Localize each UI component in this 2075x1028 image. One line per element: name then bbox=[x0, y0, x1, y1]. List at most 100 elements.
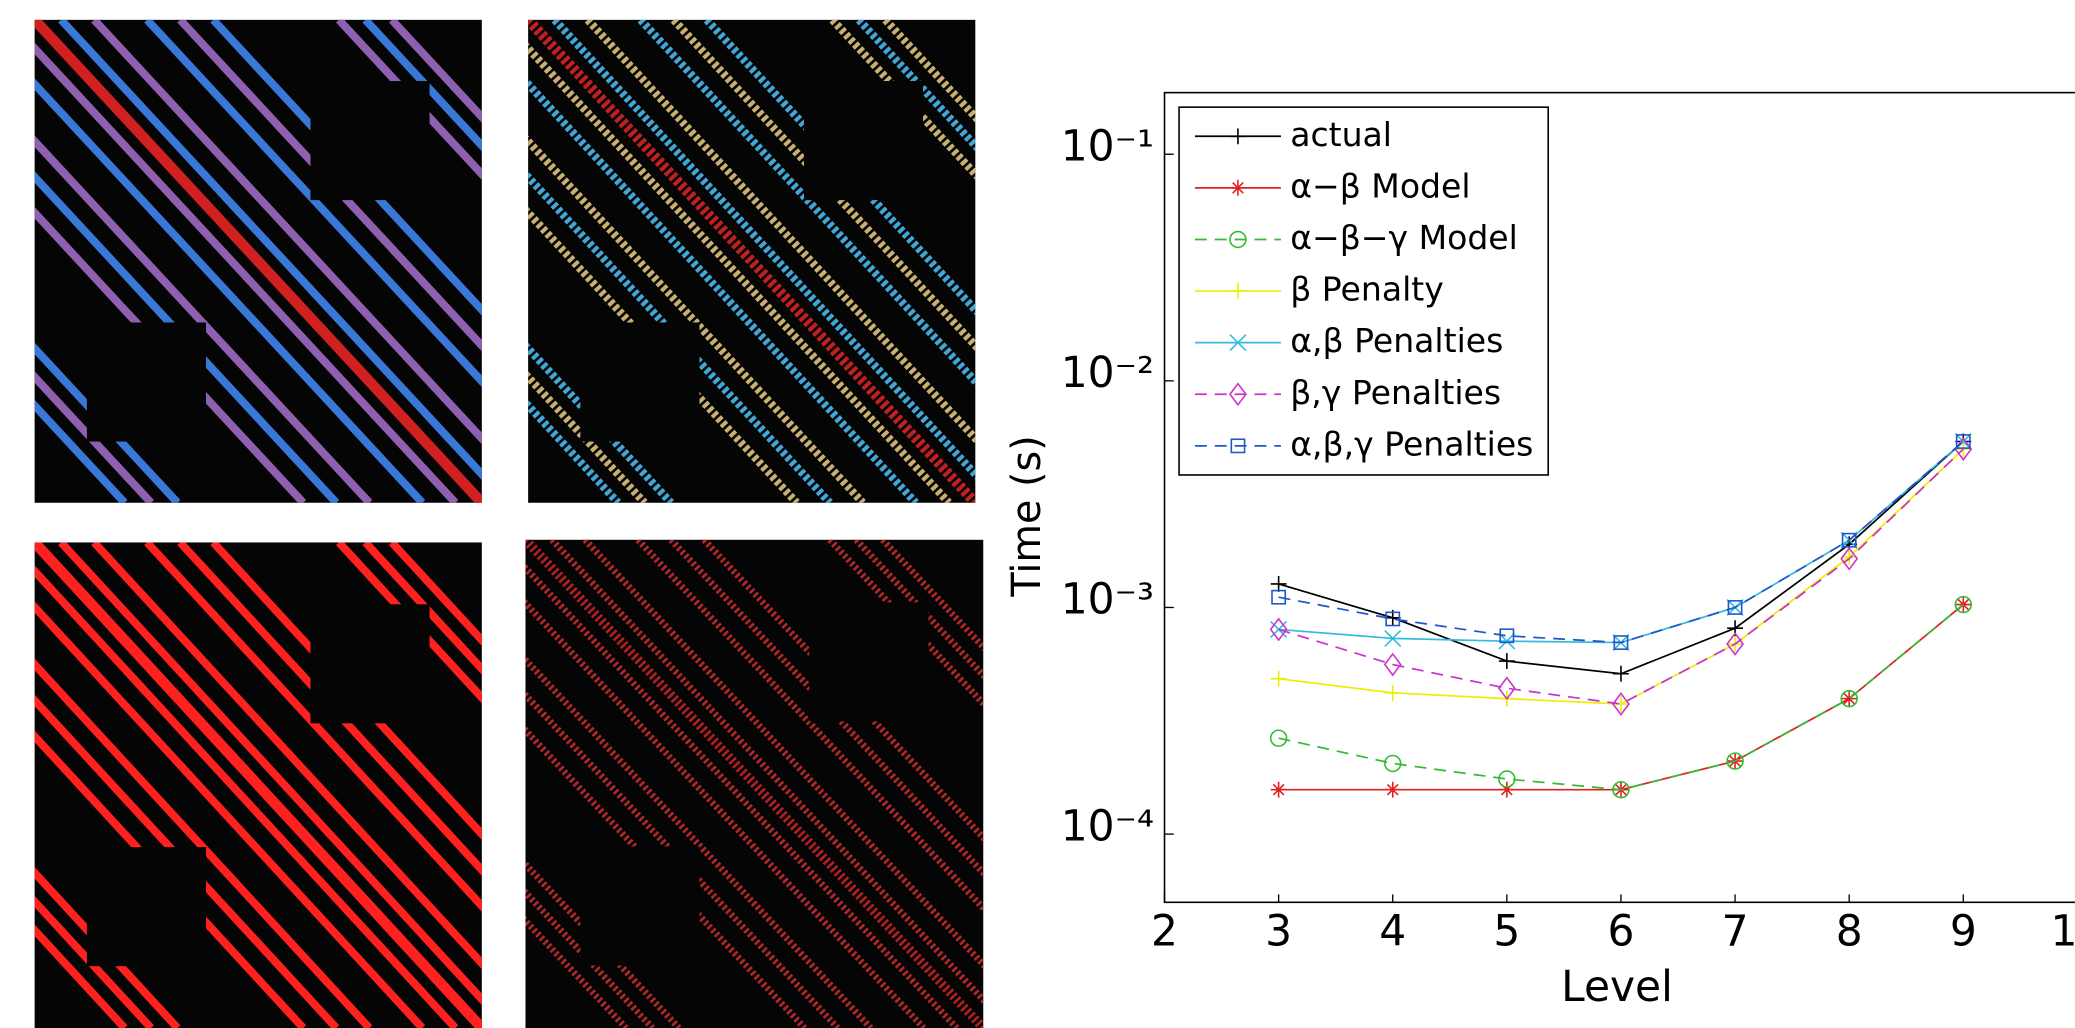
band bbox=[362, 542, 482, 675]
marker bbox=[1229, 382, 1247, 407]
marker bbox=[1726, 752, 1744, 770]
block bbox=[310, 604, 430, 724]
series-line bbox=[1278, 440, 1964, 675]
band bbox=[34, 135, 373, 503]
band bbox=[34, 658, 373, 1028]
marker bbox=[1955, 441, 1972, 458]
band bbox=[701, 539, 984, 843]
x-axis-label: Level bbox=[1561, 962, 1673, 1011]
band bbox=[525, 654, 874, 1028]
diagonal bbox=[34, 19, 482, 503]
y-tick-label: 10⁻¹ bbox=[1061, 121, 1154, 170]
marker bbox=[1384, 781, 1401, 798]
band bbox=[144, 542, 482, 912]
marker bbox=[1498, 653, 1515, 670]
series-line bbox=[1278, 440, 1964, 644]
band bbox=[668, 539, 984, 878]
band bbox=[551, 19, 976, 481]
marker bbox=[1230, 438, 1246, 454]
x-tick-label: 6 bbox=[1607, 907, 1634, 956]
legend-label: β,γ Penalties bbox=[1290, 373, 1501, 412]
band bbox=[34, 694, 340, 1028]
band bbox=[34, 42, 459, 503]
series-line bbox=[1278, 448, 1964, 705]
band bbox=[525, 915, 629, 1028]
marker bbox=[1270, 670, 1287, 687]
marker bbox=[1230, 128, 1246, 145]
marker bbox=[1726, 632, 1745, 656]
band bbox=[34, 924, 128, 1028]
block bbox=[809, 602, 929, 722]
band bbox=[177, 542, 482, 876]
marker bbox=[1498, 770, 1516, 788]
band bbox=[525, 690, 841, 1028]
block bbox=[86, 847, 206, 967]
y-tick-label: 10⁻³ bbox=[1061, 575, 1154, 624]
marker bbox=[1499, 628, 1515, 644]
matrix-pattern bbox=[34, 19, 482, 503]
diagonal bbox=[528, 19, 976, 503]
y-tick-label: 10⁻⁴ bbox=[1061, 801, 1154, 850]
marker bbox=[1498, 632, 1516, 650]
band bbox=[34, 730, 307, 1028]
marker bbox=[1270, 576, 1287, 592]
marker bbox=[1841, 549, 1858, 565]
band bbox=[525, 563, 960, 1028]
band bbox=[549, 539, 984, 1005]
band bbox=[34, 206, 307, 503]
band bbox=[177, 19, 482, 352]
band bbox=[210, 19, 482, 316]
band bbox=[34, 78, 426, 503]
x-tick-label: 3 bbox=[1265, 907, 1292, 956]
x-tick-label: 2 bbox=[1151, 907, 1178, 956]
marker bbox=[1840, 546, 1859, 571]
legend-label: α−β−γ Model bbox=[1290, 218, 1518, 257]
marker bbox=[1269, 729, 1288, 747]
marker bbox=[1613, 635, 1629, 650]
marker bbox=[1841, 532, 1857, 548]
marker bbox=[1841, 690, 1858, 707]
matrix-pattern bbox=[528, 19, 976, 503]
band bbox=[637, 19, 976, 388]
band bbox=[58, 542, 482, 1006]
legend-label: α−β Model bbox=[1290, 166, 1470, 205]
marker bbox=[1384, 754, 1402, 773]
y-axis-label: Time (s) bbox=[1004, 435, 1050, 597]
marker bbox=[1955, 434, 1971, 449]
marker bbox=[1230, 179, 1246, 196]
diagonal bbox=[34, 542, 482, 1028]
marker bbox=[1270, 781, 1287, 798]
marker bbox=[1229, 230, 1247, 249]
band bbox=[34, 565, 459, 1028]
band bbox=[635, 539, 984, 913]
band bbox=[528, 78, 919, 503]
marker bbox=[1497, 676, 1516, 701]
band bbox=[525, 598, 927, 1028]
marker bbox=[1383, 652, 1402, 677]
band bbox=[58, 19, 482, 481]
band bbox=[882, 19, 976, 123]
marker bbox=[1954, 595, 1973, 614]
matrix-pattern bbox=[34, 542, 482, 1028]
marker bbox=[1270, 620, 1288, 638]
band bbox=[670, 19, 976, 352]
band bbox=[144, 19, 482, 388]
band bbox=[210, 542, 482, 840]
band bbox=[582, 539, 984, 970]
band bbox=[91, 19, 482, 445]
band bbox=[34, 895, 154, 1028]
legend-label: α,β Penalties bbox=[1290, 321, 1503, 360]
legend-label: α,β,γ Penalties bbox=[1290, 424, 1533, 463]
legend-label: β Penalty bbox=[1290, 270, 1444, 309]
legend-label: actual bbox=[1290, 115, 1392, 154]
marker bbox=[1613, 665, 1629, 682]
band bbox=[703, 19, 976, 316]
marker bbox=[1612, 780, 1630, 799]
series-line bbox=[1278, 603, 1964, 791]
marker bbox=[1229, 334, 1247, 352]
x-tick-label: 10 bbox=[2050, 907, 2075, 956]
band bbox=[388, 542, 482, 646]
matrix-pattern bbox=[525, 539, 984, 1028]
band bbox=[525, 887, 655, 1028]
block bbox=[310, 81, 430, 201]
